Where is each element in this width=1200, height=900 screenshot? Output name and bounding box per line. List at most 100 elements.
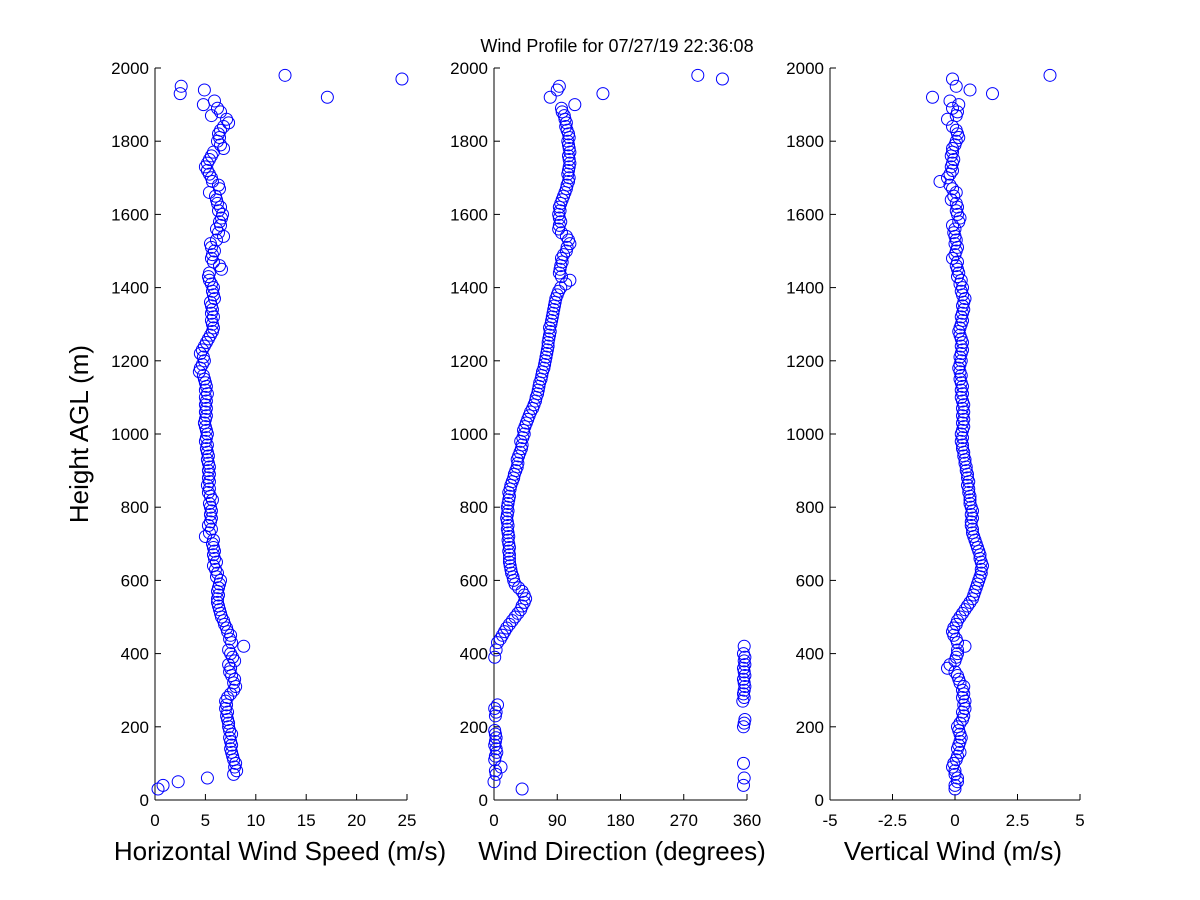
- direction-data-point: [487, 775, 501, 789]
- vertical-data-point: [947, 621, 961, 635]
- speed-data-point: [219, 694, 233, 708]
- vertical-data-point: [946, 101, 959, 115]
- speed-data-point: [209, 555, 223, 569]
- speed-data-point: [200, 438, 214, 452]
- direction-data-point: [488, 723, 502, 737]
- speed-x-tick-label: 15: [297, 811, 316, 830]
- speed-data-point: [202, 526, 216, 540]
- speed-data-point: [208, 562, 222, 576]
- speed-data-point: [199, 336, 213, 349]
- vertical-data-point: [963, 595, 977, 609]
- speed-data-point: [201, 519, 215, 532]
- vertical-data-point: [943, 94, 957, 108]
- vertical-data-point: [963, 83, 977, 97]
- direction-y-tick-label: 1400: [450, 279, 488, 298]
- direction-data-point: [489, 643, 503, 657]
- vertical-data-point: [951, 749, 964, 763]
- speed-data-point: [212, 226, 226, 240]
- vertical-data-point: [946, 182, 959, 196]
- speed-data-point: [202, 497, 216, 511]
- vertical-data-point: [943, 178, 957, 192]
- speed-data-point: [200, 478, 214, 492]
- speed-data-point: [212, 127, 226, 141]
- vertical-data-point: [963, 493, 977, 507]
- speed-data-point: [205, 248, 219, 262]
- direction-data-point: [557, 109, 571, 123]
- direction-data-point: [715, 72, 729, 86]
- speed-y-tick-label: 200: [121, 718, 149, 737]
- vertical-data-point: [964, 519, 978, 532]
- vertical-y-tick-label: 800: [796, 498, 824, 517]
- direction-x-tick-label: 180: [606, 811, 634, 830]
- vertical-data-point: [948, 764, 962, 778]
- speed-y-tick-label: 1000: [111, 425, 149, 444]
- speed-data-point: [198, 160, 212, 174]
- speed-data-point: [207, 94, 221, 108]
- speed-data-point: [214, 138, 228, 152]
- vertical-data-point: [963, 497, 977, 511]
- speed-data-point: [227, 683, 241, 697]
- vertical-data-point: [1043, 68, 1057, 82]
- vertical-data-point: [944, 193, 958, 207]
- speed-data-point: [200, 163, 214, 177]
- figure-title: Wind Profile for 07/27/19 22:36:08: [480, 36, 753, 56]
- direction-data-point: [512, 581, 526, 595]
- speed-data-point: [200, 387, 214, 401]
- speed-data-point: [171, 775, 185, 789]
- vertical-data-point: [947, 756, 961, 770]
- vertical-data-point: [951, 647, 964, 661]
- vertical-y-tick-label: 1600: [786, 205, 824, 224]
- vertical-data-point: [966, 526, 979, 540]
- direction-data-point: [554, 226, 568, 240]
- speed-y-tick-label: 1400: [111, 279, 149, 298]
- vertical-y-tick-label: 1400: [786, 279, 824, 298]
- vertical-data-point: [947, 153, 961, 166]
- speed-data-point: [204, 149, 218, 163]
- speed-data-point: [216, 207, 230, 221]
- speed-data-point: [278, 68, 292, 82]
- vertical-data-point: [957, 680, 971, 694]
- direction-data-point: [498, 625, 512, 639]
- speed-data-point: [220, 621, 234, 635]
- vertical-data-point: [951, 614, 964, 628]
- direction-data-point: [560, 240, 574, 254]
- vertical-data-point: [946, 72, 959, 86]
- direction-y-tick-label: 1200: [450, 352, 488, 371]
- vertical-y-tick-label: 0: [815, 791, 824, 810]
- speed-data-point: [204, 277, 218, 291]
- direction-data-point: [596, 87, 610, 101]
- speed-data-point: [209, 222, 223, 236]
- direction-data-point: [493, 632, 507, 646]
- speed-data-point: [195, 357, 209, 371]
- vertical-data-point: [961, 599, 974, 613]
- vertical-data-point: [959, 464, 973, 478]
- direction-y-tick-label: 1600: [450, 205, 488, 224]
- speed-data-point: [210, 566, 224, 580]
- speed-y-tick-label: 1800: [111, 132, 149, 151]
- direction-data-point: [541, 339, 555, 353]
- vertical-data-point: [941, 661, 954, 675]
- direction-data-point: [550, 83, 564, 97]
- vertical-data-point: [958, 456, 972, 470]
- direction-data-point: [563, 273, 577, 287]
- vertical-y-tick-label: 1000: [786, 425, 824, 444]
- direction-data-point: [561, 233, 575, 247]
- speed-y-tick-label: 800: [121, 498, 149, 517]
- y-axis-label: Height AGL (m): [64, 345, 94, 523]
- speed-data-point: [222, 720, 236, 734]
- speed-data-point: [200, 771, 214, 785]
- direction-data-point: [737, 771, 751, 785]
- speed-data-point: [198, 390, 212, 404]
- direction-data-point: [738, 712, 752, 726]
- direction-data-point: [488, 650, 502, 664]
- speed-data-point: [206, 310, 220, 324]
- vertical-data-point: [974, 566, 988, 580]
- speed-data-point: [210, 595, 224, 609]
- speed-data-point: [206, 559, 220, 573]
- direction-panel: Wind Direction (degrees) 0 90 180 270 360 0 20…: [450, 59, 766, 866]
- vertical-data-point: [986, 87, 999, 101]
- vertical-y-tick-label: 200: [796, 718, 824, 737]
- vertical-data-point: [951, 771, 964, 785]
- speed-x-axis-label: Horizontal Wind Speed (m/s): [114, 836, 446, 866]
- vertical-data-point: [946, 142, 959, 156]
